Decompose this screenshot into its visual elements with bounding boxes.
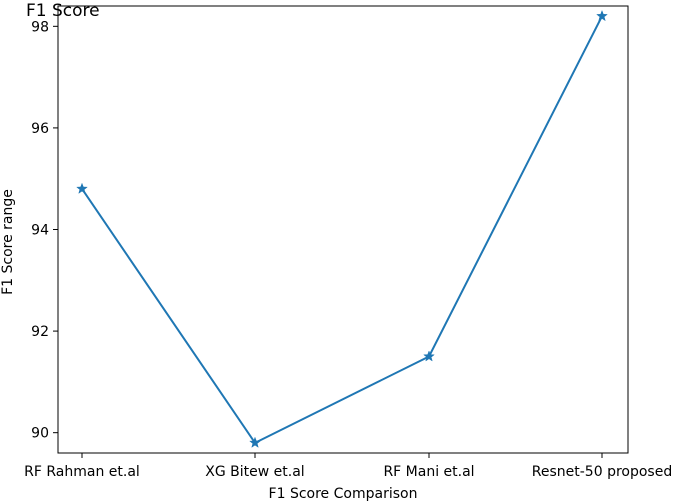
y-tick-label: 98 — [31, 19, 49, 35]
series-line — [81, 15, 603, 445]
y-tick-label: 92 — [31, 324, 49, 340]
data-point-star — [249, 436, 261, 448]
y-tick-label: 94 — [31, 223, 49, 239]
data-point-star — [76, 182, 88, 194]
chart-title: F1 Score — [26, 1, 100, 21]
x-tick-label: Resnet-50 proposed — [532, 464, 672, 480]
x-axis-label: F1 Score Comparison — [269, 486, 418, 502]
data-point-star — [596, 9, 608, 22]
series-markers — [76, 9, 608, 448]
x-tick-label: XG Bitew et.al — [205, 464, 304, 480]
x-tick-label: RF Mani et.al — [383, 464, 474, 480]
y-tick-label: 90 — [31, 426, 49, 442]
y-axis: 90 92 94 96 98 — [31, 19, 58, 442]
x-tick-label: RF Rahman et.al — [24, 464, 140, 480]
plot-area-frame — [57, 5, 629, 454]
y-axis-label: F1 Score range — [0, 189, 16, 295]
data-point-star — [423, 350, 435, 362]
x-axis: RF Rahman et.al XG Bitew et.al RF Mani et.… — [24, 453, 672, 480]
y-tick-label: 96 — [31, 121, 49, 137]
